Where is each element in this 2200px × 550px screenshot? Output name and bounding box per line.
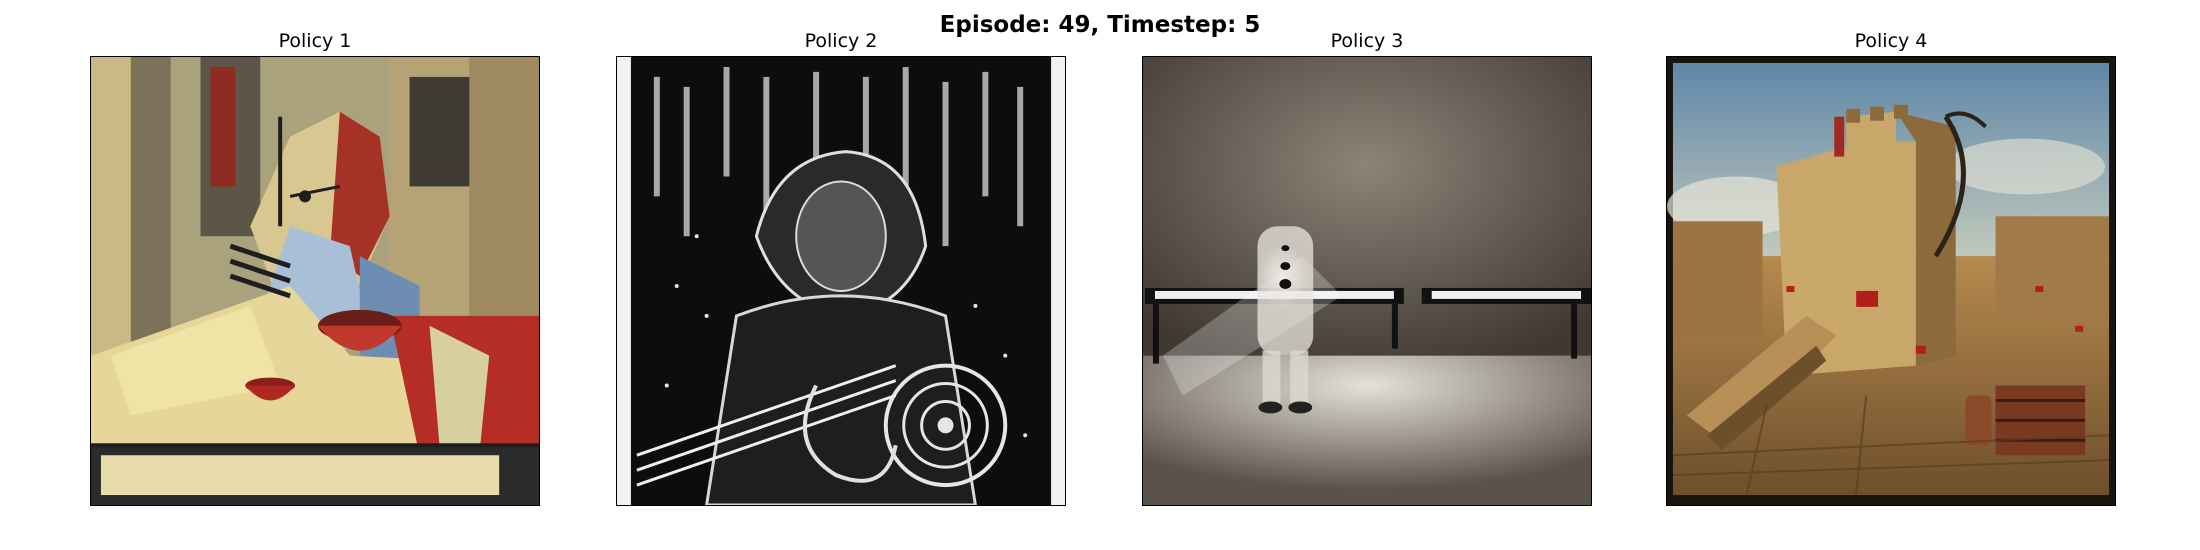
panel-title: Policy 2	[616, 28, 1066, 54]
policy-image-ghost-piano	[1142, 56, 1592, 506]
panel-title: Policy 4	[1666, 28, 2116, 54]
policy-panel-4: Policy 4	[1666, 28, 2116, 54]
policy-panel-3: Policy 3	[1142, 28, 1592, 54]
policy-image-ruined-castle	[1666, 56, 2116, 506]
policy-panel-2: Policy 2	[616, 28, 1066, 54]
policy-image-bw-guitar-figure	[616, 56, 1066, 506]
policy-image-cubist-portrait	[90, 56, 540, 506]
panel-title: Policy 3	[1142, 28, 1592, 54]
panel-title: Policy 1	[90, 28, 540, 54]
policy-panel-1: Policy 1	[90, 28, 540, 54]
